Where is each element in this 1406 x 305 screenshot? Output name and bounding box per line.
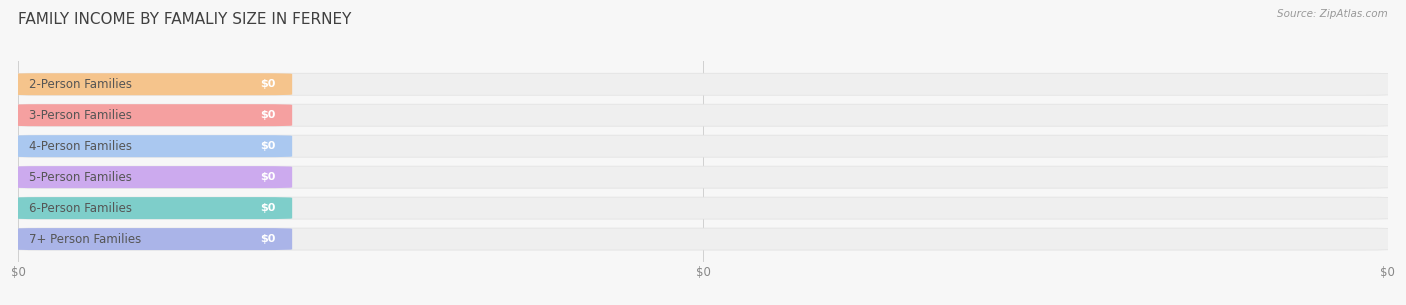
FancyBboxPatch shape bbox=[11, 73, 292, 95]
Text: 4-Person Families: 4-Person Families bbox=[30, 140, 132, 153]
Text: $0: $0 bbox=[260, 110, 276, 120]
Text: 7+ Person Families: 7+ Person Families bbox=[30, 233, 142, 246]
Text: 2-Person Families: 2-Person Families bbox=[30, 78, 132, 91]
FancyBboxPatch shape bbox=[11, 228, 292, 250]
FancyBboxPatch shape bbox=[11, 135, 1395, 157]
FancyBboxPatch shape bbox=[11, 104, 292, 126]
FancyBboxPatch shape bbox=[11, 104, 1395, 126]
FancyBboxPatch shape bbox=[11, 135, 292, 157]
Text: 5-Person Families: 5-Person Families bbox=[30, 170, 132, 184]
Text: $0: $0 bbox=[260, 141, 276, 151]
FancyBboxPatch shape bbox=[11, 166, 292, 188]
FancyBboxPatch shape bbox=[11, 166, 1395, 188]
Text: $0: $0 bbox=[260, 234, 276, 244]
Text: 6-Person Families: 6-Person Families bbox=[30, 202, 132, 215]
FancyBboxPatch shape bbox=[11, 197, 292, 219]
Text: $0: $0 bbox=[260, 172, 276, 182]
Text: Source: ZipAtlas.com: Source: ZipAtlas.com bbox=[1277, 9, 1388, 19]
Text: $0: $0 bbox=[260, 79, 276, 89]
Text: 3-Person Families: 3-Person Families bbox=[30, 109, 132, 122]
Text: $0: $0 bbox=[260, 203, 276, 213]
FancyBboxPatch shape bbox=[11, 73, 1395, 95]
Text: FAMILY INCOME BY FAMALIY SIZE IN FERNEY: FAMILY INCOME BY FAMALIY SIZE IN FERNEY bbox=[18, 12, 352, 27]
FancyBboxPatch shape bbox=[11, 228, 1395, 250]
FancyBboxPatch shape bbox=[11, 197, 1395, 219]
